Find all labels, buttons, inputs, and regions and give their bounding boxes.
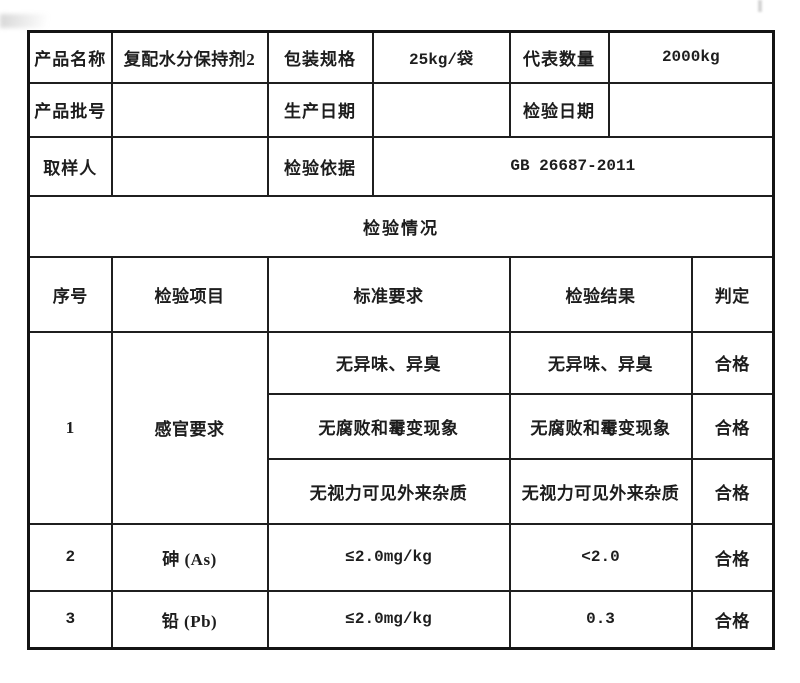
package-spec-label: 包装规格: [266, 30, 374, 84]
result-row-sensory-1: 1 感官要求 无异味、异臭 无异味、异臭 合格: [27, 330, 775, 525]
row-no: 3: [27, 589, 113, 650]
row-requirement: 无异味、异臭: [266, 330, 511, 395]
row-item: 感官要求: [110, 330, 269, 525]
column-header-judgement: 判定: [690, 255, 775, 333]
info-row-sampler: 取样人 检验依据 GB 26687-2011: [27, 135, 775, 197]
row-requirement: ≤2.0mg/kg: [266, 522, 511, 592]
row-result: 无腐败和霉变现象: [508, 392, 693, 460]
row-requirement: 无腐败和霉变现象: [266, 392, 511, 460]
production-date-label: 生产日期: [266, 81, 374, 138]
result-row-lead: 3 铅 (Pb) ≤2.0mg/kg 0.3 合格: [27, 589, 775, 650]
represented-quantity-value: 2000kg: [607, 30, 775, 84]
row-judgement: 合格: [690, 392, 775, 460]
scan-artifact: [0, 14, 60, 28]
production-date-value: [371, 81, 511, 138]
result-row-arsenic: 2 砷 (As) ≤2.0mg/kg <2.0 合格: [27, 522, 775, 592]
inspection-date-value: [607, 81, 775, 138]
inspection-basis-label: 检验依据: [266, 135, 374, 197]
section-title-row: 检验情况: [27, 194, 775, 258]
section-title: 检验情况: [27, 194, 775, 258]
column-header-requirement: 标准要求: [266, 255, 511, 333]
scan-artifact: [758, 0, 762, 12]
represented-quantity-label: 代表数量: [508, 30, 610, 84]
row-result: 0.3: [508, 589, 693, 650]
row-judgement: 合格: [690, 522, 775, 592]
row-no: 2: [27, 522, 113, 592]
product-name-label: 产品名称: [27, 30, 113, 84]
row-result: <2.0: [508, 522, 693, 592]
column-header-result: 检验结果: [508, 255, 693, 333]
results-header-row: 序号 检验项目 标准要求 检验结果 判定: [27, 255, 775, 333]
row-result: 无异味、异臭: [508, 330, 693, 395]
batch-number-value: [110, 81, 269, 138]
inspection-basis-value: GB 26687-2011: [371, 135, 775, 197]
row-requirement: 无视力可见外来杂质: [266, 457, 511, 525]
sampler-value: [110, 135, 269, 197]
result-row-sensory-2: 无腐败和霉变现象 无腐败和霉变现象 合格: [29, 392, 775, 460]
sampler-label: 取样人: [27, 135, 113, 197]
column-header-item: 检验项目: [110, 255, 269, 333]
column-header-no: 序号: [27, 255, 113, 333]
package-spec-value: 25kg/袋: [371, 30, 511, 84]
row-item: 铅 (Pb): [110, 589, 269, 650]
row-result: 无视力可见外来杂质: [508, 457, 693, 525]
row-judgement: 合格: [690, 330, 775, 395]
info-row-product: 产品名称 复配水分保持剂2 包装规格 25kg/袋 代表数量 2000kg: [27, 30, 775, 84]
inspection-report-table: 产品名称 复配水分保持剂2 包装规格 25kg/袋 代表数量 2000kg 产品…: [27, 30, 776, 650]
row-requirement: ≤2.0mg/kg: [266, 589, 511, 650]
row-item: 砷 (As): [110, 522, 269, 592]
inspection-date-label: 检验日期: [508, 81, 610, 138]
row-no: 1: [27, 330, 113, 525]
product-name-value: 复配水分保持剂2: [110, 30, 269, 84]
batch-number-label: 产品批号: [27, 81, 113, 138]
row-judgement: 合格: [690, 589, 775, 650]
info-row-batch: 产品批号 生产日期 检验日期: [27, 81, 775, 138]
result-row-sensory-3: 无视力可见外来杂质 无视力可见外来杂质 合格: [29, 457, 775, 525]
row-judgement: 合格: [690, 457, 775, 525]
